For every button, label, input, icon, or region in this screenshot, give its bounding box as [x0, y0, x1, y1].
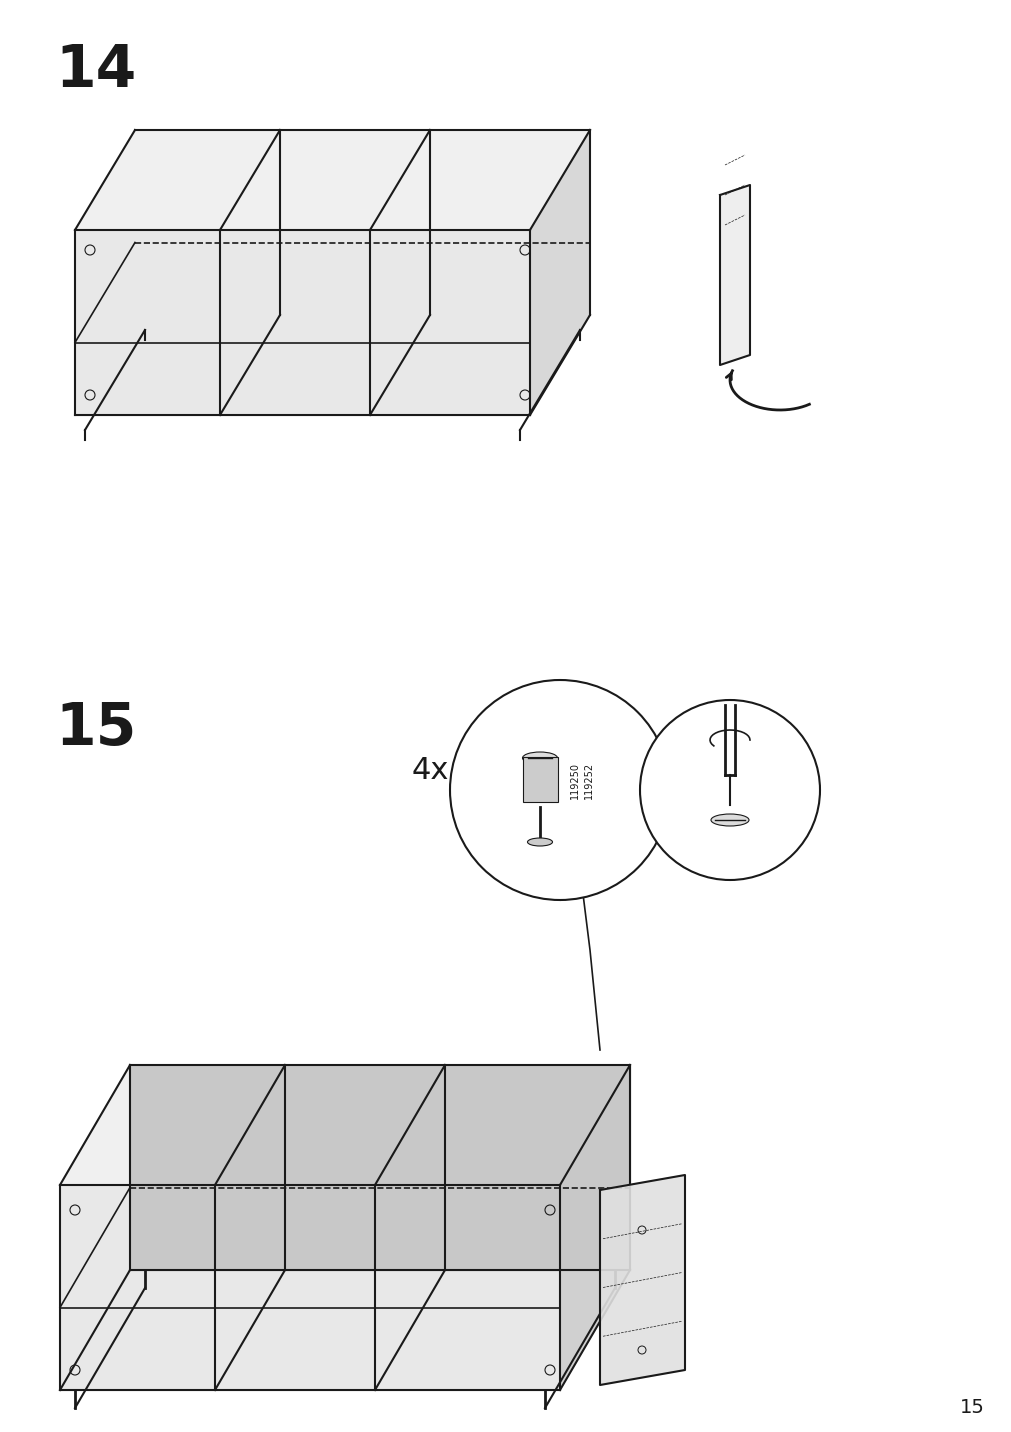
Polygon shape: [60, 1065, 630, 1186]
Text: 15: 15: [959, 1398, 984, 1418]
Polygon shape: [60, 1186, 559, 1390]
Text: 4x: 4x: [410, 756, 448, 785]
Bar: [523, 758, 557, 802]
Polygon shape: [530, 130, 589, 415]
Polygon shape: [129, 1065, 630, 1270]
Polygon shape: [75, 130, 589, 231]
Text: 119250
119252: 119250 119252: [569, 762, 593, 799]
Ellipse shape: [711, 813, 748, 826]
Polygon shape: [600, 1176, 684, 1385]
Ellipse shape: [522, 752, 557, 765]
Polygon shape: [75, 231, 530, 415]
Circle shape: [450, 680, 669, 899]
Circle shape: [639, 700, 819, 881]
Text: 15: 15: [55, 700, 136, 758]
Text: 14: 14: [55, 42, 136, 99]
Polygon shape: [719, 185, 749, 365]
Ellipse shape: [527, 838, 552, 846]
Polygon shape: [559, 1065, 630, 1390]
